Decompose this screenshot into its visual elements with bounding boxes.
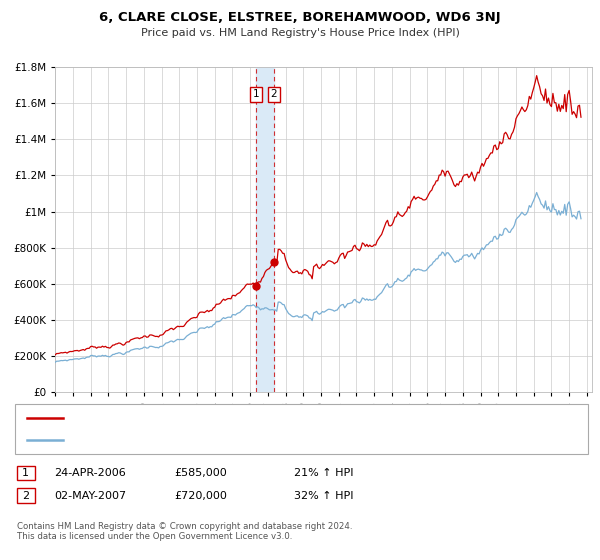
Text: 24-APR-2006: 24-APR-2006: [54, 468, 126, 478]
Text: £720,000: £720,000: [174, 491, 227, 501]
Text: Contains HM Land Registry data © Crown copyright and database right 2024.
This d: Contains HM Land Registry data © Crown c…: [17, 522, 352, 542]
Bar: [256, 67, 274, 392]
Text: 2: 2: [22, 491, 29, 501]
Text: 6, CLARE CLOSE, ELSTREE, BOREHAMWOOD, WD6 3NJ (detached house): 6, CLARE CLOSE, ELSTREE, BOREHAMWOOD, WD…: [70, 413, 425, 423]
Text: 1: 1: [253, 89, 259, 99]
Text: 2: 2: [271, 89, 277, 99]
Text: Price paid vs. HM Land Registry's House Price Index (HPI): Price paid vs. HM Land Registry's House …: [140, 28, 460, 38]
Text: 02-MAY-2007: 02-MAY-2007: [54, 491, 126, 501]
Text: 1: 1: [22, 468, 29, 478]
Text: 21% ↑ HPI: 21% ↑ HPI: [294, 468, 353, 478]
Text: 32% ↑ HPI: 32% ↑ HPI: [294, 491, 353, 501]
Text: HPI: Average price, detached house, Hertsmere: HPI: Average price, detached house, Hert…: [70, 435, 303, 445]
Text: £585,000: £585,000: [174, 468, 227, 478]
Text: 6, CLARE CLOSE, ELSTREE, BOREHAMWOOD, WD6 3NJ: 6, CLARE CLOSE, ELSTREE, BOREHAMWOOD, WD…: [99, 11, 501, 24]
